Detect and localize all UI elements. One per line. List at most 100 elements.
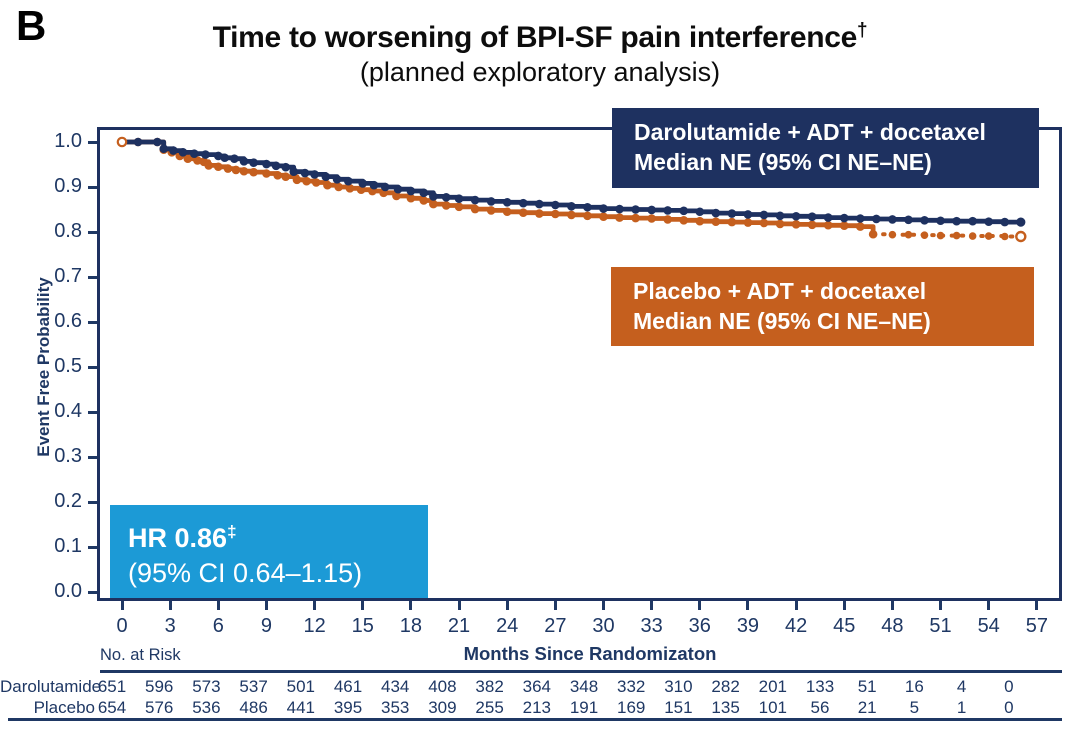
risk-count: 382 — [475, 677, 504, 696]
risk-count: 309 — [428, 698, 457, 717]
risk-count: 1 — [956, 698, 967, 717]
x-tick-mark — [1035, 601, 1039, 610]
risk-count: 5 — [909, 698, 920, 717]
risk-count: 537 — [239, 677, 268, 696]
x-tick-mark — [698, 601, 702, 610]
x-tick-mark — [168, 601, 172, 610]
risk-count: 654 — [97, 698, 127, 717]
legend-darolutamide-line1: Darolutamide + ADT + docetaxel — [634, 119, 986, 145]
risk-count: 191 — [569, 698, 599, 717]
y-tick-label: 0.7 — [54, 265, 82, 287]
chart-subtitle: (planned exploratory analysis) — [359, 57, 721, 87]
y-tick-mark — [88, 275, 97, 279]
x-tick-mark — [264, 601, 268, 610]
risk-count: 16 — [904, 677, 924, 696]
risk-count: 408 — [428, 677, 457, 696]
x-tick-label: 48 — [881, 615, 904, 637]
chart-title-text: Time to worsening of BPI-SF pain interfe… — [212, 21, 858, 54]
risk-count: 0 — [1004, 698, 1014, 717]
x-tick-label: 27 — [544, 615, 567, 637]
legend-darolutamide-line2: Median NE (95% CI NE–NE) — [634, 149, 932, 175]
y-tick-label: 0.0 — [54, 580, 82, 602]
hr-footnote-mark: ‡ — [227, 522, 237, 541]
x-tick-label: 39 — [736, 615, 760, 637]
y-tick-label: 0.4 — [54, 400, 82, 422]
x-tick-label: 9 — [260, 615, 272, 637]
risk-count: 21 — [857, 698, 877, 717]
x-tick-label: 57 — [1025, 615, 1048, 637]
x-tick-mark — [120, 601, 124, 610]
x-tick-label: 36 — [688, 615, 711, 637]
risk-count: 461 — [333, 677, 363, 696]
risk-count: 101 — [758, 698, 787, 717]
risk-count: 348 — [569, 677, 599, 696]
risk-row-label: Placebo — [33, 698, 95, 717]
y-tick-mark — [88, 320, 97, 324]
x-tick-label: 54 — [977, 615, 1000, 637]
x-tick-label: 3 — [164, 615, 176, 637]
x-tick-label: 21 — [447, 615, 471, 637]
x-tick-mark — [890, 601, 894, 610]
x-tick-label: 18 — [399, 615, 423, 637]
x-tick-mark — [505, 601, 509, 610]
legend-placebo: Placebo + ADT + docetaxel Median NE (95%… — [611, 267, 1034, 346]
risk-count: 0 — [1004, 677, 1014, 696]
risk-table-bottom-rule — [8, 718, 1062, 721]
x-tick-label: 12 — [303, 615, 326, 637]
risk-count: 596 — [145, 677, 174, 696]
risk-count: 536 — [192, 698, 221, 717]
risk-count: 501 — [286, 677, 315, 696]
x-tick-label: 0 — [116, 615, 128, 637]
x-tick-mark — [313, 601, 317, 610]
hazard-ratio-value: HR 0.86‡ — [128, 514, 428, 556]
y-tick-label: 0.9 — [54, 175, 82, 197]
x-tick-mark — [842, 601, 846, 610]
x-tick-mark — [553, 601, 557, 610]
panel-label: B — [16, 2, 47, 49]
hazard-ratio-box: HR 0.86‡ (95% CI 0.64–1.15) — [110, 505, 428, 598]
series-placebo — [117, 137, 1027, 243]
y-tick-mark — [88, 185, 97, 189]
risk-count: 576 — [145, 698, 174, 717]
x-tick-mark — [409, 601, 413, 610]
risk-count: 364 — [522, 677, 551, 696]
darolutamide-end-dot — [1016, 217, 1026, 227]
y-tick-label: 1.0 — [54, 130, 82, 152]
x-tick-label: 42 — [784, 615, 808, 637]
legend-darolutamide: Darolutamide + ADT + docetaxel Median NE… — [612, 108, 1039, 188]
hazard-ratio-ci: (95% CI 0.64–1.15) — [128, 558, 363, 588]
y-tick-mark — [88, 590, 97, 594]
placebo-end-open-circle — [1015, 230, 1027, 243]
risk-count: 169 — [617, 698, 646, 717]
curve-start-open-circle — [116, 136, 128, 148]
title-dagger: † — [857, 20, 868, 41]
y-tick-mark — [88, 365, 97, 369]
risk-count: 486 — [239, 698, 268, 717]
y-tick-label: 0.6 — [54, 310, 82, 332]
series-darolutamide — [117, 137, 1026, 227]
risk-count: 651 — [97, 677, 127, 696]
x-tick-label: 15 — [351, 615, 374, 637]
x-tick-mark — [987, 601, 991, 610]
x-tick-label: 45 — [833, 615, 856, 637]
risk-count: 573 — [192, 677, 221, 696]
risk-table-top-rule — [100, 670, 1062, 673]
x-tick-label: 6 — [212, 615, 224, 637]
risk-count: 353 — [381, 698, 410, 717]
risk-count: 213 — [522, 698, 551, 717]
risk-row-label: Darolutamide — [0, 677, 102, 696]
x-tick-mark — [602, 601, 605, 610]
y-tick-label: 0.5 — [54, 355, 82, 377]
y-tick-mark — [88, 500, 97, 504]
risk-count: 151 — [664, 698, 693, 717]
risk-count: 434 — [381, 677, 410, 696]
x-tick-mark — [216, 601, 220, 610]
x-tick-label: 33 — [640, 615, 663, 637]
x-tick-mark — [361, 601, 365, 610]
y-tick-mark — [88, 140, 97, 144]
y-tick-label: 0.8 — [54, 220, 82, 242]
y-tick-mark — [88, 410, 97, 414]
x-tick-mark — [457, 601, 461, 610]
risk-count: 4 — [956, 677, 967, 696]
